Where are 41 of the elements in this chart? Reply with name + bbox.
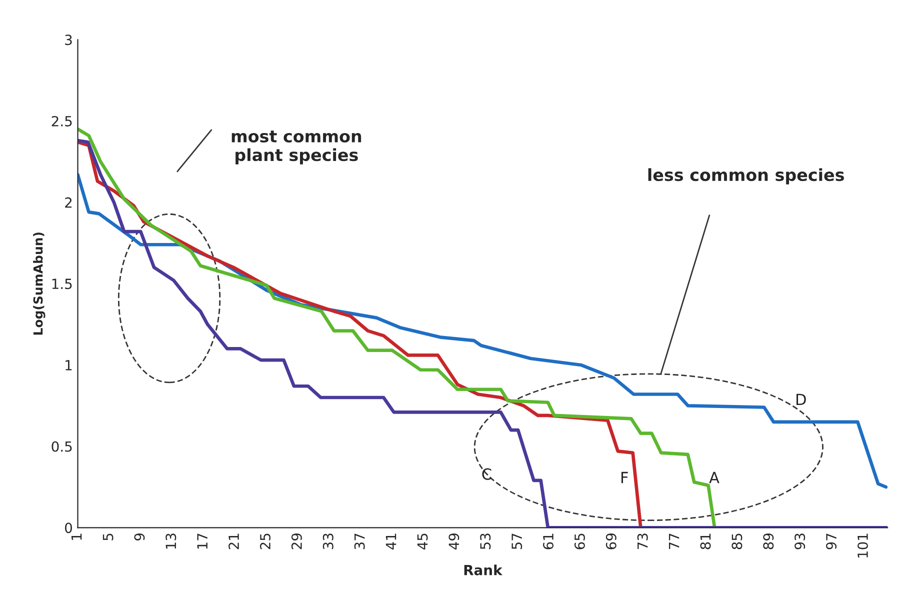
x-tick-label: 93 [794, 534, 806, 550]
x-tick-label: 5 [102, 534, 114, 540]
x-tick-label: 25 [260, 534, 270, 550]
annotation: most common plant species [232, 130, 362, 164]
x-tick-label: 89 [763, 533, 774, 550]
annotation: less common species [648, 168, 844, 184]
x-tick-label: 45 [417, 534, 428, 550]
x-tick-label: 13 [166, 534, 176, 549]
x-tick-label: 29 [291, 533, 302, 550]
y-tick-label: 1 [66, 360, 72, 370]
series-label: F [621, 472, 628, 484]
x-tick-label: 17 [197, 534, 208, 549]
text: C [482, 468, 492, 480]
x-tick-label: 65 [574, 534, 585, 550]
x-tick-label: 85 [732, 534, 742, 550]
x-tick-label: 21 [228, 534, 239, 550]
x-tick-label: 69 [606, 533, 616, 550]
series-label: A [709, 472, 720, 484]
y-tick-label: 2.5 [52, 116, 72, 126]
x-tick-label: 37 [354, 534, 365, 550]
y-tick-label: 2 [65, 197, 72, 208]
y-tick-label: 3 [65, 34, 72, 46]
x-tick-label: 49 [448, 533, 460, 550]
x-tick-label: 101 [857, 534, 868, 558]
x-tick-label: 41 [386, 534, 396, 550]
x-tick-label: 61 [543, 534, 554, 550]
x-tick-label: 77 [668, 534, 680, 550]
x-tick-label: 73 [637, 534, 648, 550]
x-axis-title: Rank [464, 564, 503, 576]
x-tick-label: 53 [480, 534, 491, 550]
x-tick-label: 1 [71, 534, 82, 540]
x-tick-label: 97 [826, 534, 837, 550]
x-tick-label: 57 [512, 534, 522, 550]
x-tick-label: 33 [322, 534, 334, 550]
y-tick-label: 0 [64, 522, 72, 534]
x-tick-label: 9 [134, 533, 145, 540]
x-tick-label: 81 [700, 534, 711, 550]
y-axis-title: Log(SumAbun) [33, 232, 46, 335]
series-label: D [796, 394, 806, 405]
y-tick-label: 1.5 [52, 278, 72, 290]
y-tick-label: 0.5 [52, 441, 72, 452]
